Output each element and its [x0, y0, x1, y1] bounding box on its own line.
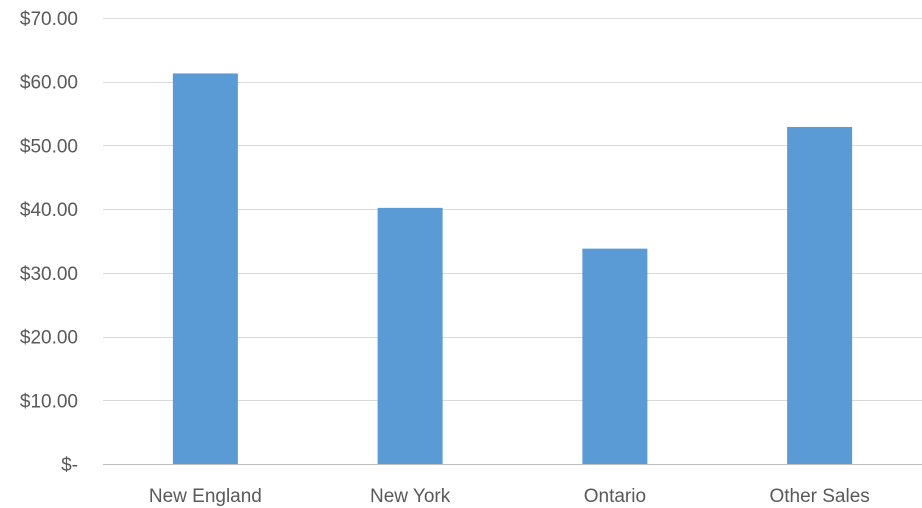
x-tick-label: Other Sales: [769, 486, 869, 507]
y-tick-label: $40.00: [20, 200, 78, 221]
y-tick-label: $60.00: [20, 73, 78, 94]
y-tick-label: $20.00: [20, 328, 78, 349]
x-axis-tick-labels: New England New York Ontario Other Sales: [149, 486, 870, 507]
x-tick-label: New England: [149, 486, 262, 507]
y-axis-tick-labels: $- $10.00 $20.00 $30.00 $40.00 $50.00 $60.00 $7…: [20, 9, 78, 476]
bar: [787, 126, 853, 465]
x-tick-label: Ontario: [584, 486, 646, 507]
y-tick-label: $-: [61, 455, 78, 476]
bars: [172, 73, 853, 465]
bar: [172, 73, 238, 464]
y-tick-label: $30.00: [20, 264, 78, 285]
y-tick-label: $50.00: [20, 136, 78, 157]
y-tick-label: $70.00: [20, 9, 78, 30]
bar: [582, 248, 648, 464]
bar: [377, 207, 443, 464]
gridlines: [103, 18, 922, 465]
y-tick-label: $10.00: [20, 391, 78, 412]
x-tick-label: New York: [370, 486, 451, 507]
